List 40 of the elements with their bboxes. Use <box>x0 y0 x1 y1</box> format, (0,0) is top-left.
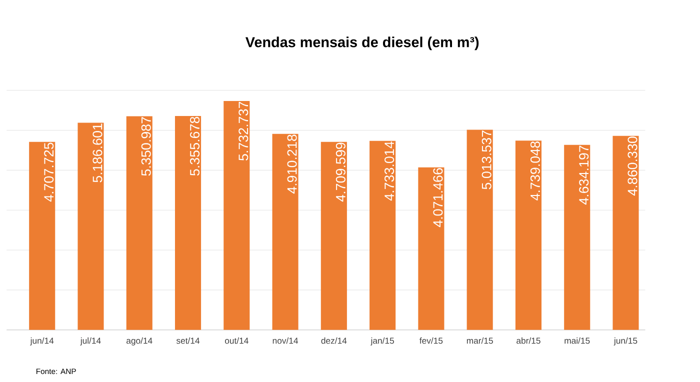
x-tick-label: nov/14 <box>272 337 298 344</box>
data-label: 4.634.197 <box>579 146 589 205</box>
data-label: 4.707.725 <box>44 142 54 202</box>
x-tick-label: jun/14 <box>30 337 54 346</box>
data-label: 4.071.466 <box>433 168 443 228</box>
data-label: 4.709.599 <box>336 142 346 202</box>
bar <box>612 136 639 330</box>
bar <box>564 144 590 330</box>
data-label: 5.186.601 <box>92 124 102 182</box>
x-tick-label: out/14 <box>224 337 248 344</box>
data-label: 5.732.737 <box>238 102 248 161</box>
x-tick-label: dez/14 <box>321 337 347 344</box>
chart-title: Vendas mensais de diesel (em m³) <box>246 36 479 50</box>
x-tick-label: mai/15 <box>564 337 590 344</box>
bar <box>29 142 56 330</box>
data-label: 5.350.987 <box>141 117 151 176</box>
bar <box>320 142 347 330</box>
bar <box>466 130 493 330</box>
bar <box>272 134 298 330</box>
x-tick-label: ago/14 <box>126 337 152 346</box>
bar <box>515 140 542 330</box>
x-tick-label: fev/15 <box>420 337 443 344</box>
bar <box>78 122 104 330</box>
x-tick-label: abr/15 <box>516 337 540 344</box>
data-label: 4.733.014 <box>384 142 394 201</box>
data-label: 5.013.537 <box>482 130 492 190</box>
data-label: 4.739.048 <box>530 141 540 200</box>
bar <box>370 140 396 330</box>
bar <box>418 167 444 330</box>
bar <box>224 101 250 330</box>
bar <box>126 116 152 330</box>
x-tick-label: jul/14 <box>80 337 101 346</box>
data-label: 4.910.218 <box>287 134 297 194</box>
x-tick-label: mar/15 <box>466 337 493 344</box>
x-tick-label: jan/15 <box>370 337 394 346</box>
data-label: 5.355.678 <box>190 116 200 176</box>
data-label: 4.860.330 <box>628 136 638 196</box>
x-tick-label: jun/15 <box>614 337 638 346</box>
bar <box>174 116 202 330</box>
x-tick-label: set/14 <box>176 337 200 344</box>
